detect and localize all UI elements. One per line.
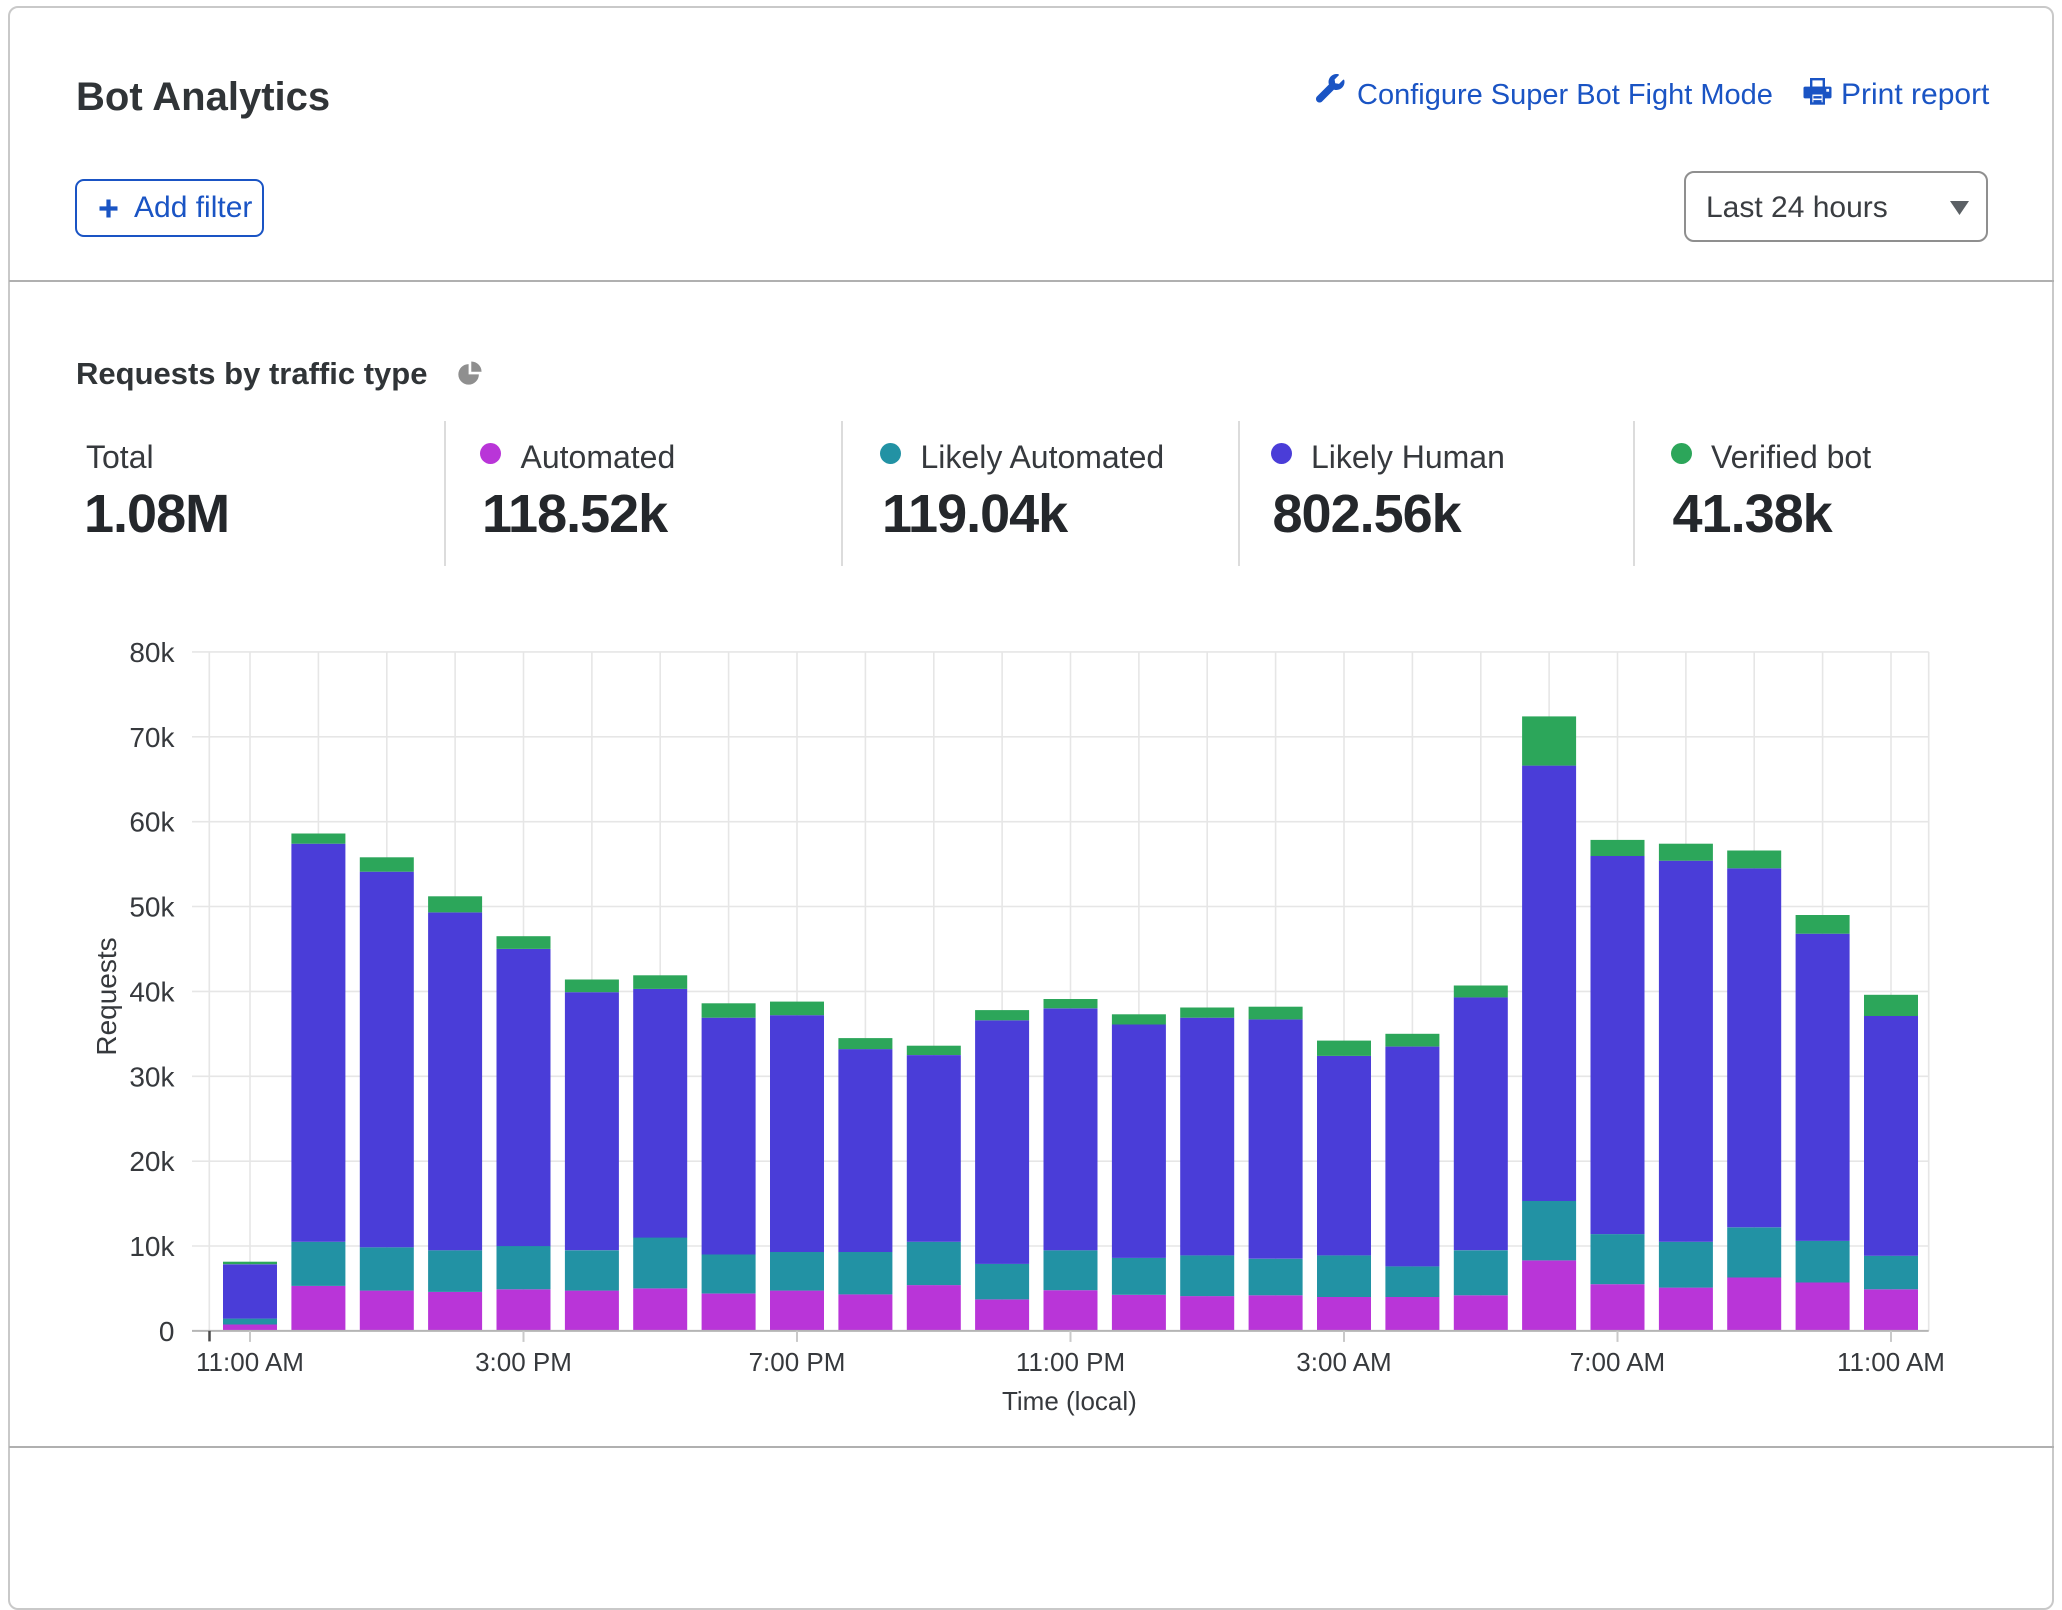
svg-text:7:00 AM: 7:00 AM [1570, 1347, 1665, 1377]
svg-text:80k: 80k [129, 637, 175, 668]
svg-text:40k: 40k [129, 976, 175, 1007]
svg-text:60k: 60k [129, 807, 175, 838]
svg-text:11:00 AM: 11:00 AM [1837, 1347, 1945, 1377]
svg-text:3:00 AM: 3:00 AM [1296, 1347, 1391, 1377]
svg-text:3:00 PM: 3:00 PM [475, 1347, 572, 1377]
svg-text:30k: 30k [129, 1061, 175, 1092]
svg-text:0: 0 [159, 1316, 175, 1347]
svg-text:Time (local): Time (local) [1002, 1386, 1137, 1416]
svg-text:11:00 PM: 11:00 PM [1016, 1347, 1125, 1377]
svg-text:70k: 70k [129, 722, 175, 753]
svg-text:Requests: Requests [91, 937, 122, 1055]
svg-text:20k: 20k [129, 1146, 175, 1177]
svg-text:7:00 PM: 7:00 PM [749, 1347, 846, 1377]
svg-text:11:00 AM: 11:00 AM [196, 1347, 304, 1377]
svg-text:10k: 10k [129, 1231, 175, 1262]
svg-text:50k: 50k [129, 892, 175, 923]
